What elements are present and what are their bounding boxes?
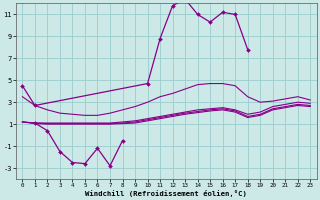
X-axis label: Windchill (Refroidissement éolien,°C): Windchill (Refroidissement éolien,°C) (85, 190, 247, 197)
